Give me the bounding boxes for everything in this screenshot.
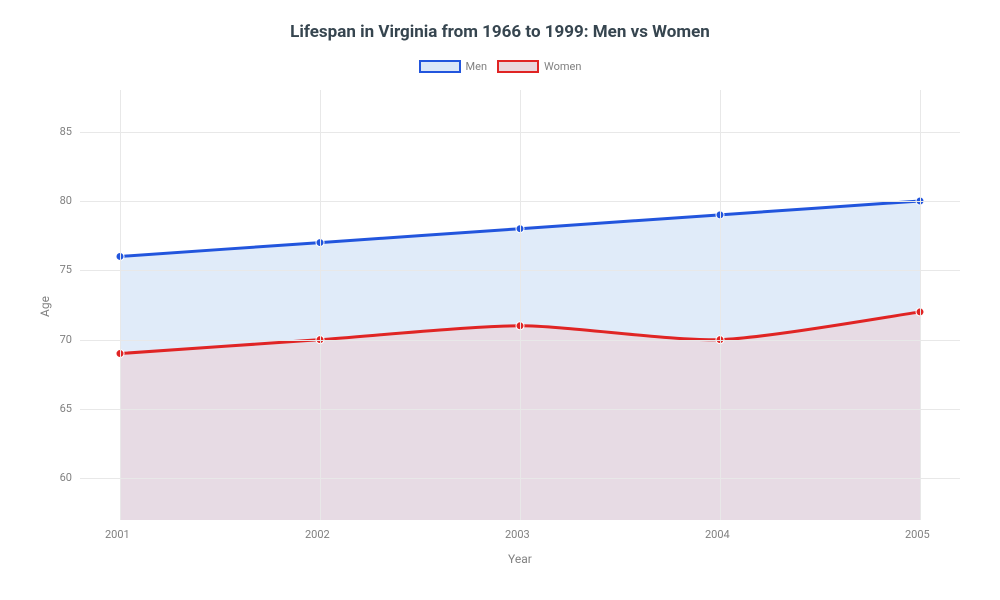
y-tick-label: 85 [60,125,72,138]
x-tick-label: 2002 [305,528,330,541]
grid-line-vertical [720,90,721,520]
y-tick-label: 70 [60,333,72,346]
grid-line-horizontal [80,201,960,202]
grid-line-vertical [920,90,921,520]
chart-container: Lifespan in Virginia from 1966 to 1999: … [0,0,1000,600]
x-tick-label: 2003 [505,528,530,541]
legend-item-men[interactable]: Men [419,60,488,73]
x-tick-label: 2004 [705,528,730,541]
y-tick-label: 75 [60,263,72,276]
y-tick-label: 60 [60,471,72,484]
chart-title: Lifespan in Virginia from 1966 to 1999: … [0,0,1000,42]
legend-swatch-men [419,60,461,73]
y-tick-label: 80 [60,194,72,207]
legend-label-women: Women [544,60,581,73]
y-tick-label: 65 [60,402,72,415]
grid-line-horizontal [80,270,960,271]
grid-line-vertical [120,90,121,520]
x-tick-label: 2001 [105,528,130,541]
grid-line-horizontal [80,340,960,341]
legend-swatch-women [497,60,539,73]
legend-item-women[interactable]: Women [497,60,581,73]
y-axis-label: Age [38,296,52,317]
x-axis-label: Year [508,552,532,566]
legend-label-men: Men [466,60,488,73]
grid-line-horizontal [80,409,960,410]
grid-line-vertical [320,90,321,520]
legend: Men Women [0,60,1000,73]
grid-line-horizontal [80,132,960,133]
grid-line-horizontal [80,478,960,479]
x-tick-label: 2005 [905,528,930,541]
grid-line-vertical [520,90,521,520]
